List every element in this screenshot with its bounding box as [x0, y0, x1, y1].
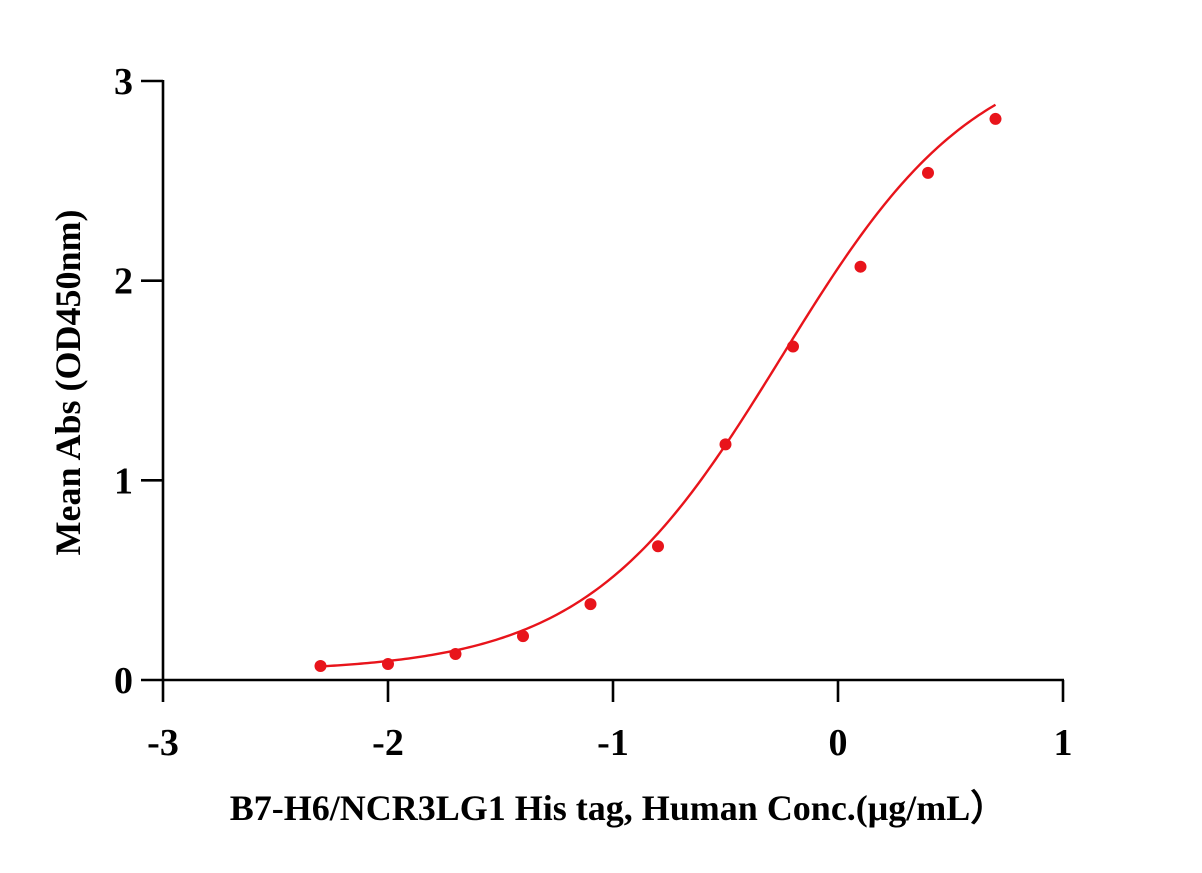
data-point — [787, 340, 799, 353]
data-point — [854, 260, 867, 273]
y-axis-title: Mean Abs (OD450nm) — [48, 209, 88, 555]
x-tick-label: -1 — [597, 722, 629, 764]
data-point — [652, 540, 664, 553]
data-points — [314, 112, 1002, 673]
data-point — [719, 438, 732, 451]
x-axis-title: B7-H6/NCR3LG1 His tag, Human Conc.(μg/mL… — [230, 788, 1006, 828]
data-point — [517, 630, 529, 643]
data-point — [989, 112, 1002, 125]
y-tick-label: 1 — [114, 460, 133, 502]
x-tick-label: -3 — [147, 722, 179, 764]
y-tick-label: 2 — [114, 261, 133, 303]
data-point — [922, 166, 934, 179]
x-tick-label: -2 — [372, 722, 404, 764]
data-point — [449, 648, 462, 661]
data-point — [382, 658, 394, 671]
y-ticks: 0 1 2 3 — [114, 61, 163, 702]
x-tick-label: 1 — [1054, 722, 1073, 764]
data-point — [314, 660, 327, 673]
y-tick-label: 3 — [114, 61, 133, 103]
fit-curve — [320, 103, 997, 668]
x-tick-label: 0 — [829, 722, 848, 764]
x-ticks: -3 -2 -1 0 1 — [147, 680, 1073, 764]
data-point — [584, 598, 597, 611]
y-tick-label: 0 — [114, 660, 133, 702]
